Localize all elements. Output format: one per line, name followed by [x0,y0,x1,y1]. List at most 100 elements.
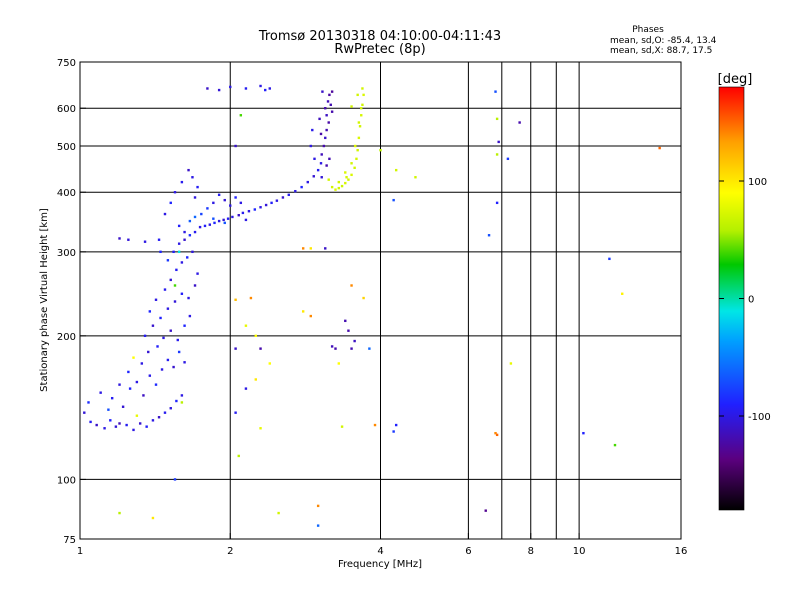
data-point [309,314,312,318]
data-point [231,215,234,219]
data-point [484,509,487,512]
data-point [322,144,326,148]
data-point [264,88,267,92]
data-point [394,423,398,427]
data-point [177,224,181,228]
data-point [301,247,305,250]
data-point [334,188,337,191]
data-point [239,114,243,117]
data-point [162,336,165,340]
data-point [187,168,190,172]
data-point [506,157,510,161]
data-point [206,207,209,210]
data-point [373,423,377,427]
data-point [191,176,194,179]
data-point [135,414,139,417]
data-point [118,237,121,240]
data-point [154,298,158,301]
data-point [208,223,212,226]
data-point [356,148,359,152]
data-point [175,399,178,403]
x-tick-label: 16 [675,546,688,557]
data-point [353,339,356,343]
data-point [206,87,209,90]
data-point [125,423,128,427]
data-point [151,419,155,422]
data-point [173,478,177,481]
data-point [226,217,230,220]
data-point [89,420,92,424]
data-point [244,87,248,90]
data-point [173,191,177,194]
data-point [118,383,121,386]
y-tick-label: 600 [57,104,76,115]
data-point [166,358,170,362]
data-point [487,234,491,237]
x-axis: 1 2 4 6 8 10 16 [77,533,688,557]
data-point [212,217,215,220]
data-point [183,361,186,364]
data-point [334,347,337,350]
data-point [329,103,332,107]
grid [80,62,681,539]
data-point [163,288,167,291]
data-point [330,110,334,113]
data-point [183,238,186,241]
data-point [495,201,499,205]
data-point [354,144,357,148]
data-point [357,136,361,140]
data-point [135,380,139,384]
data-point [361,87,364,90]
data-point [330,345,334,348]
data-point [196,272,199,275]
data-point [318,117,321,121]
data-point [345,176,348,179]
data-point [169,329,172,332]
data-point [176,338,179,342]
data-point [183,324,186,327]
data-point [264,203,268,207]
data-point [148,374,152,377]
data-point [608,257,611,261]
data-point [316,168,320,172]
data-point [128,387,132,390]
data-point [163,411,167,414]
data-point [145,425,148,428]
data-point [326,100,330,103]
data-point [350,347,353,350]
y-tick-label: 400 [57,188,76,199]
data-point [180,401,184,404]
data-point [239,201,243,205]
data-point [340,425,344,428]
data-point [268,362,271,365]
data-point [172,365,175,369]
data-point [309,247,312,250]
chart-title: Tromsø 20130318 04:10:00-04:11:43 [258,29,501,44]
data-point [157,238,161,241]
x-tick-label: 8 [528,546,534,557]
colorbar-tick-label: 0 [748,295,754,306]
data-point [582,431,585,435]
data-point [177,250,181,254]
data-point [166,259,170,262]
data-point [200,212,203,216]
data-point [244,324,248,327]
data-point [180,180,184,184]
data-point [350,173,353,177]
data-point [196,185,199,189]
data-point [132,428,135,432]
data-point [324,107,327,110]
data-point [268,87,271,90]
data-point [494,90,497,93]
data-point [495,433,499,437]
data-point [175,268,178,272]
data-point [347,329,350,332]
data-point [311,128,314,132]
data-point [337,362,341,365]
data-point [142,394,145,397]
data-point [259,84,262,88]
data-point [103,427,106,430]
data-point [613,443,617,447]
data-point [357,121,361,124]
